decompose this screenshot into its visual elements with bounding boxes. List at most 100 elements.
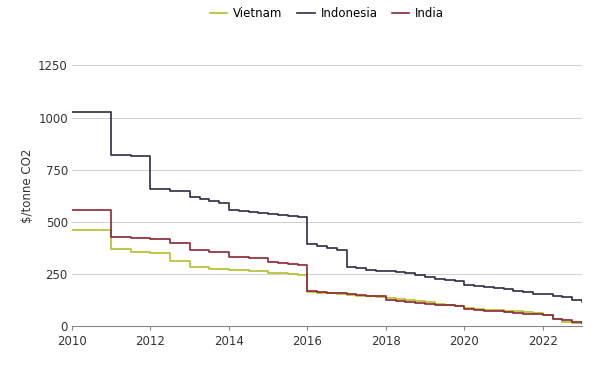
India (421, 302, 428, 306)
Indonesia (274, 213, 281, 217)
India (529, 312, 536, 316)
Vietnam (343, 292, 350, 297)
Vietnam (98, 228, 105, 233)
Vietnam (314, 290, 321, 295)
Indonesia (284, 214, 292, 218)
Legend: Vietnam, Indonesia, India: Vietnam, Indonesia, India (205, 3, 449, 25)
India (343, 292, 350, 296)
Vietnam (421, 300, 428, 305)
Indonesia (490, 286, 497, 290)
Vietnam (470, 306, 478, 311)
Indonesia (392, 270, 399, 275)
India (520, 311, 527, 316)
Indonesia (98, 110, 105, 115)
India (226, 254, 233, 259)
India (333, 291, 340, 296)
India (314, 290, 321, 294)
India (245, 255, 252, 260)
Vietnam (323, 291, 331, 296)
Vietnam (451, 303, 458, 308)
Indonesia (294, 214, 301, 219)
Indonesia (559, 295, 566, 299)
India (451, 304, 458, 308)
Vietnam (353, 293, 360, 298)
Vietnam (529, 311, 536, 315)
India (470, 308, 478, 312)
Indonesia (431, 277, 439, 281)
India (294, 263, 301, 267)
Vietnam (569, 321, 576, 326)
Line: India: India (72, 210, 582, 323)
Indonesia (578, 300, 586, 305)
Vietnam (265, 270, 272, 275)
India (382, 298, 389, 303)
Vietnam (147, 251, 154, 256)
Vietnam (412, 299, 419, 303)
India (166, 241, 173, 245)
Line: Indonesia: Indonesia (72, 112, 582, 302)
India (373, 294, 380, 298)
Indonesia (451, 279, 458, 283)
Vietnam (294, 272, 301, 277)
Indonesia (520, 290, 527, 294)
Indonesia (215, 201, 223, 206)
Vietnam (490, 308, 497, 312)
Indonesia (500, 287, 507, 291)
Indonesia (529, 292, 536, 296)
India (186, 248, 193, 253)
India (539, 313, 547, 317)
India (127, 236, 134, 240)
India (353, 293, 360, 298)
India (490, 309, 497, 313)
Vietnam (166, 259, 173, 263)
Indonesia (373, 268, 380, 273)
Indonesia (412, 272, 419, 277)
India (265, 259, 272, 264)
Indonesia (402, 271, 409, 275)
India (569, 320, 576, 324)
Vietnam (500, 309, 507, 313)
Vietnam (481, 308, 488, 312)
Indonesia (353, 266, 360, 270)
India (147, 237, 154, 241)
Indonesia (255, 210, 262, 215)
Indonesia (107, 153, 115, 157)
Indonesia (226, 207, 233, 212)
Vietnam (333, 292, 340, 296)
Indonesia (481, 285, 488, 289)
India (412, 301, 419, 305)
Vietnam (441, 302, 448, 307)
Indonesia (539, 292, 547, 296)
Indonesia (166, 188, 173, 193)
Indonesia (362, 267, 370, 272)
Vietnam (304, 290, 311, 294)
India (68, 207, 76, 212)
Indonesia (304, 242, 311, 246)
Indonesia (245, 209, 252, 214)
Vietnam (226, 268, 233, 272)
Line: Vietnam: Vietnam (72, 230, 582, 324)
Vietnam (461, 305, 468, 310)
Vietnam (539, 313, 547, 317)
India (549, 316, 556, 321)
India (500, 310, 507, 315)
Vietnam (274, 271, 281, 275)
Indonesia (333, 248, 340, 253)
Vietnam (431, 301, 439, 306)
Vietnam (373, 295, 380, 299)
India (304, 289, 311, 293)
Indonesia (314, 244, 321, 248)
Vietnam (382, 296, 389, 301)
India (323, 290, 331, 295)
India (510, 311, 517, 315)
India (559, 318, 566, 322)
Indonesia (569, 298, 576, 303)
India (362, 293, 370, 298)
Vietnam (68, 228, 76, 233)
Vietnam (362, 294, 370, 298)
India (578, 321, 586, 325)
Vietnam (549, 317, 556, 321)
Vietnam (578, 322, 586, 326)
Vietnam (284, 272, 292, 276)
India (481, 309, 488, 313)
